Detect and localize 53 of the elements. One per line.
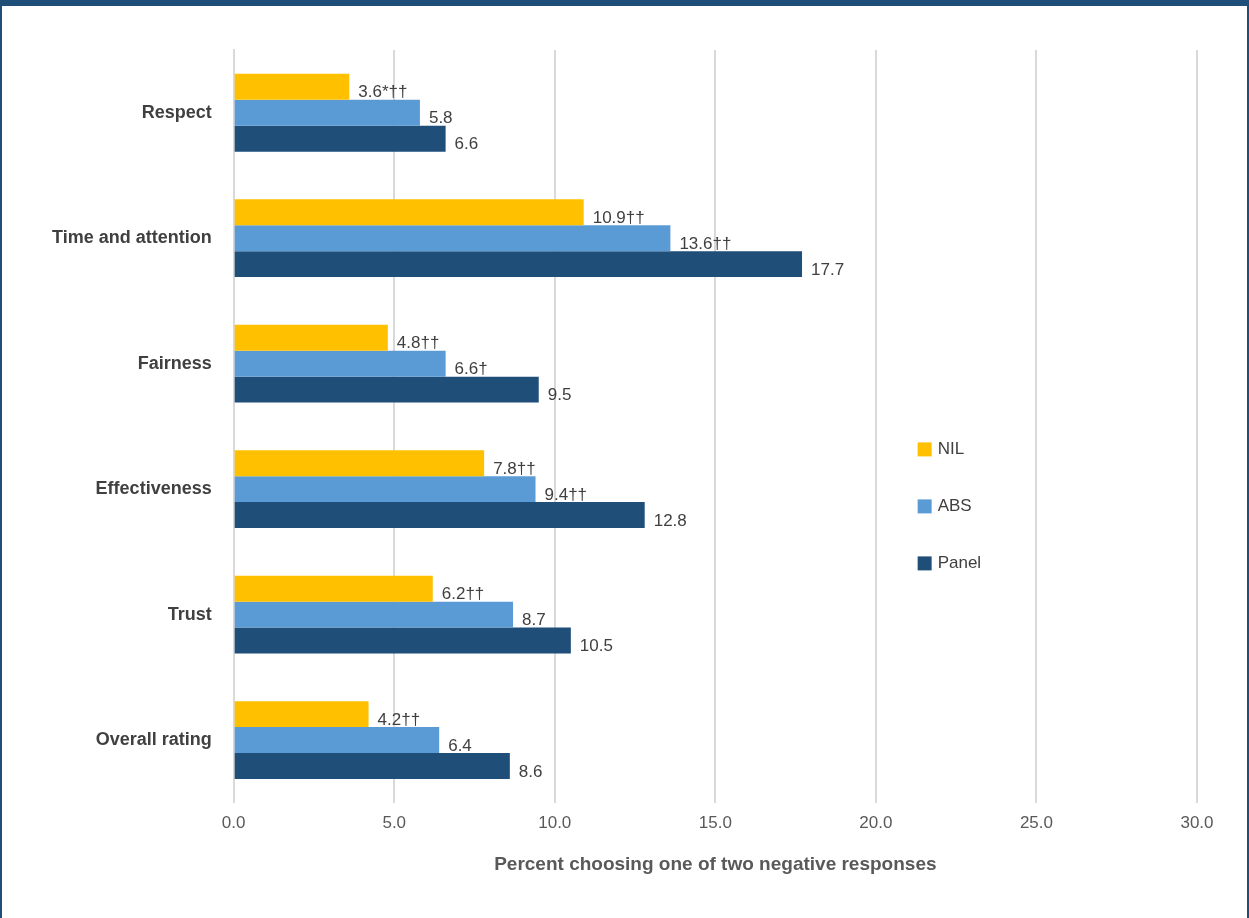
bar xyxy=(234,125,446,152)
legend-label: NIL xyxy=(937,439,965,459)
x-tick-label: 30.0 xyxy=(1180,812,1214,832)
bar xyxy=(234,324,388,351)
data-label: 6.4 xyxy=(448,735,472,755)
bar xyxy=(234,575,433,602)
data-label: 8.7 xyxy=(522,610,546,630)
bar xyxy=(234,627,571,654)
bar xyxy=(234,199,584,226)
y-tick-label: Trust xyxy=(167,603,212,624)
data-label: 9.4†† xyxy=(544,484,588,504)
data-label: 10.9†† xyxy=(592,207,645,227)
bar xyxy=(234,251,803,278)
x-tick-label: 10.0 xyxy=(538,812,572,832)
x-tick-label: 25.0 xyxy=(1019,812,1053,832)
bar xyxy=(234,727,440,754)
data-label: 12.8 xyxy=(653,510,687,530)
data-label: 9.5 xyxy=(547,385,572,405)
bar xyxy=(234,701,369,728)
legend-label: Panel xyxy=(937,553,982,573)
y-tick-label: Time and attention xyxy=(51,227,212,248)
data-label: 6.2†† xyxy=(441,584,485,604)
bar xyxy=(234,476,536,503)
x-axis-title: Percent choosing one of two negative responses xyxy=(494,852,937,874)
data-label: 8.6 xyxy=(518,761,543,781)
x-tick-label: 15.0 xyxy=(698,812,732,832)
bar xyxy=(234,753,510,779)
bar xyxy=(234,601,514,628)
bar xyxy=(234,350,446,377)
legend-label: ABS xyxy=(937,496,972,516)
data-label: 10.5 xyxy=(579,636,613,656)
data-label: 17.7 xyxy=(811,259,845,279)
data-label: 4.8†† xyxy=(396,333,440,353)
data-label: 6.6† xyxy=(454,359,488,379)
y-tick-label: Fairness xyxy=(137,352,212,373)
bar xyxy=(234,225,671,252)
x-tick-label: 5.0 xyxy=(382,812,407,832)
bar xyxy=(234,73,350,100)
y-tick-label: Respect xyxy=(141,101,212,122)
y-tick-label: Effectiveness xyxy=(95,478,212,499)
bar xyxy=(234,502,645,529)
data-label: 13.6†† xyxy=(679,233,732,253)
y-tick-label: Overall rating xyxy=(95,729,212,750)
bar xyxy=(234,450,485,477)
bar xyxy=(234,376,539,403)
x-tick-label: 20.0 xyxy=(859,812,893,832)
bar xyxy=(234,99,420,126)
data-label: 6.6 xyxy=(454,134,479,154)
data-label: 3.6*†† xyxy=(358,82,408,102)
data-label: 7.8†† xyxy=(493,458,536,478)
data-label: 4.2†† xyxy=(377,709,421,729)
data-label: 5.8 xyxy=(428,108,453,128)
x-tick-label: 0.0 xyxy=(221,812,246,832)
